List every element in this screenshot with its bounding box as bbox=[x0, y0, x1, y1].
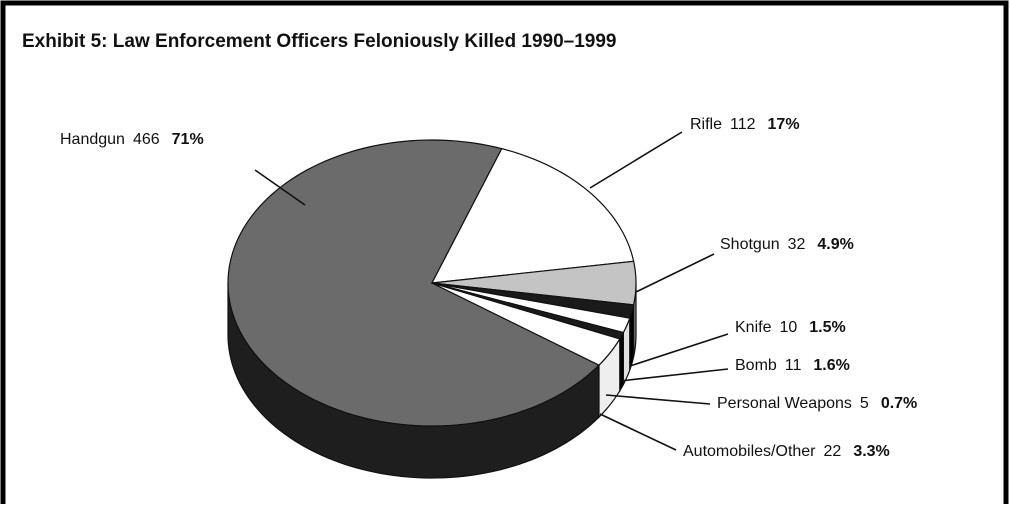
pie-slice bbox=[430, 147, 635, 284]
slice-percent: 71% bbox=[172, 131, 204, 148]
slice-label: Personal Weapons bbox=[717, 395, 852, 412]
leader-line bbox=[599, 413, 677, 451]
slice-percent: 1.5% bbox=[809, 319, 845, 336]
labels: Handgun 466 71% Rifle 112 17% Shotgun 32 4.9% Kni… bbox=[60, 116, 917, 460]
pie-slice bbox=[431, 282, 621, 366]
slice-count: 112 bbox=[730, 116, 756, 133]
slice-label: Rifle bbox=[690, 116, 722, 133]
slice-count: 22 bbox=[824, 443, 842, 460]
leader-line bbox=[629, 333, 729, 367]
slice-percent: 1.6% bbox=[813, 357, 849, 374]
pie-sides bbox=[227, 282, 637, 479]
slice-percent: 4.9% bbox=[817, 236, 853, 253]
pie-slice bbox=[431, 260, 637, 306]
slice-label: Bomb bbox=[735, 357, 777, 374]
slice-count: 5 bbox=[860, 395, 869, 412]
chart-title: Exhibit 5: Law Enforcement Officers Felo… bbox=[22, 31, 616, 52]
leader-line bbox=[619, 368, 729, 382]
leader-line bbox=[635, 253, 715, 293]
leader-line bbox=[254, 169, 306, 206]
slice-count: 10 bbox=[779, 319, 797, 336]
slice-label: Shotgun bbox=[720, 236, 780, 253]
slice-count: 32 bbox=[788, 236, 806, 253]
slice-percent: 0.7% bbox=[881, 395, 917, 412]
slice-percent: 3.3% bbox=[853, 443, 889, 460]
slice-percent: 17% bbox=[768, 116, 800, 133]
slice-label: Handgun bbox=[60, 131, 125, 148]
leader-line bbox=[605, 394, 711, 405]
pie-slice bbox=[227, 139, 601, 427]
pie-tops bbox=[227, 139, 637, 427]
slice-count: 11 bbox=[785, 357, 802, 374]
slice-label: Automobiles/Other bbox=[683, 443, 816, 460]
leader-line bbox=[589, 131, 683, 189]
slice-label: Knife bbox=[735, 319, 772, 336]
slice-count: 466 bbox=[133, 131, 160, 148]
